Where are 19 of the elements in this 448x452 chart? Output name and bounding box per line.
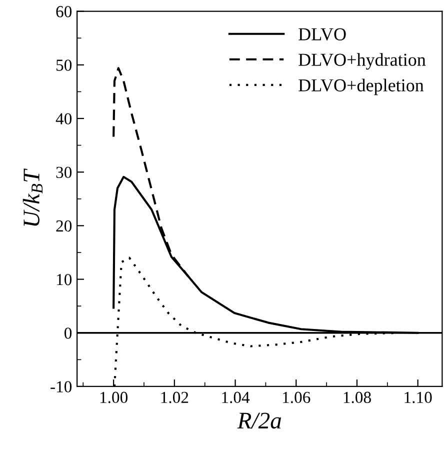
x-tick-label: 1.04 [222,392,250,404]
legend-label: DLVO+depletion [298,78,424,96]
x-tick-label: 1.02 [161,392,188,404]
y-tick-label: 40 [56,113,72,124]
y-axis-title: U/k$_{B}$T [22,168,43,226]
y-tick-label: 10 [56,274,72,286]
legend-label: DLVO [298,28,346,40]
y-tick-label: 60 [56,6,72,18]
x-tick-label: 1.10 [404,392,432,404]
y-tick-label: 0 [64,328,72,339]
x-tick-label: 1.00 [100,392,128,404]
x-axis-title: R/2a [237,412,282,429]
y-tick-label: 20 [56,220,72,232]
x-tick-label: 1.08 [344,392,371,404]
y-tick-label: 30 [56,166,72,178]
legend-label: DLVO+hydration [298,53,426,70]
y-tick-label: 50 [56,60,72,71]
x-tick-label: 1.06 [283,392,310,404]
y-tick-label: -10 [50,381,72,392]
